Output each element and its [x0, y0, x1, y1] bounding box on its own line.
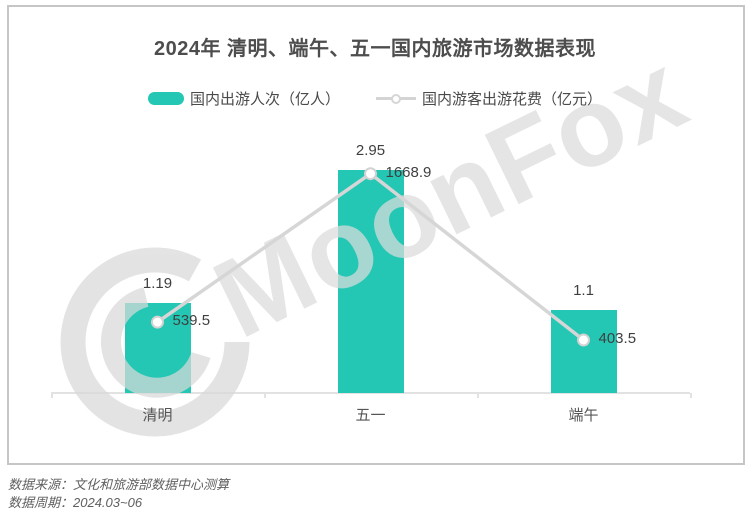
legend-label-visits: 国内出游人次（亿人） — [189, 91, 340, 108]
bar-value-label: 1.1 — [573, 281, 594, 299]
x-axis-label: 清明 — [142, 407, 173, 424]
bar-series-swatch-icon — [147, 92, 184, 105]
legend-item-visits: 国内出游人次（亿人） — [147, 88, 340, 109]
line-value-label: 1668.9 — [385, 163, 432, 181]
x-axis-tick — [477, 393, 479, 398]
x-axis-line — [51, 392, 690, 394]
x-axis-label: 五一 — [355, 407, 386, 424]
legend: 国内出游人次（亿人） 国内游客出游花费（亿元） — [0, 88, 750, 109]
line-value-label: 539.5 — [172, 312, 211, 330]
bar-value-label: 2.95 — [355, 142, 386, 160]
chart-title: 2024年 清明、端午、五一国内旅游市场数据表现 — [153, 38, 597, 60]
legend-item-spend: 国内游客出游花费（亿元） — [376, 88, 602, 109]
legend-label-spend: 国内游客出游花费（亿元） — [422, 91, 603, 108]
line-value-label: 403.5 — [598, 329, 637, 347]
line-series-marker-icon — [376, 92, 416, 106]
chart-frame-border — [7, 5, 745, 465]
x-axis-label: 端午 — [568, 407, 599, 424]
bar-value-label: 1.19 — [142, 275, 173, 293]
legend-line-dot — [391, 93, 401, 104]
x-axis-tick — [51, 393, 53, 398]
x-axis-tick — [264, 393, 266, 398]
footer-source-note: 数据来源：文化和旅游部数据中心测算 数据周期：2024.03~06 — [8, 476, 229, 511]
data-source-line: 数据来源：文化和旅游部数据中心测算 — [8, 477, 230, 492]
data-period-line: 数据周期：2024.03~06 — [8, 494, 143, 510]
x-axis-tick — [690, 393, 692, 398]
